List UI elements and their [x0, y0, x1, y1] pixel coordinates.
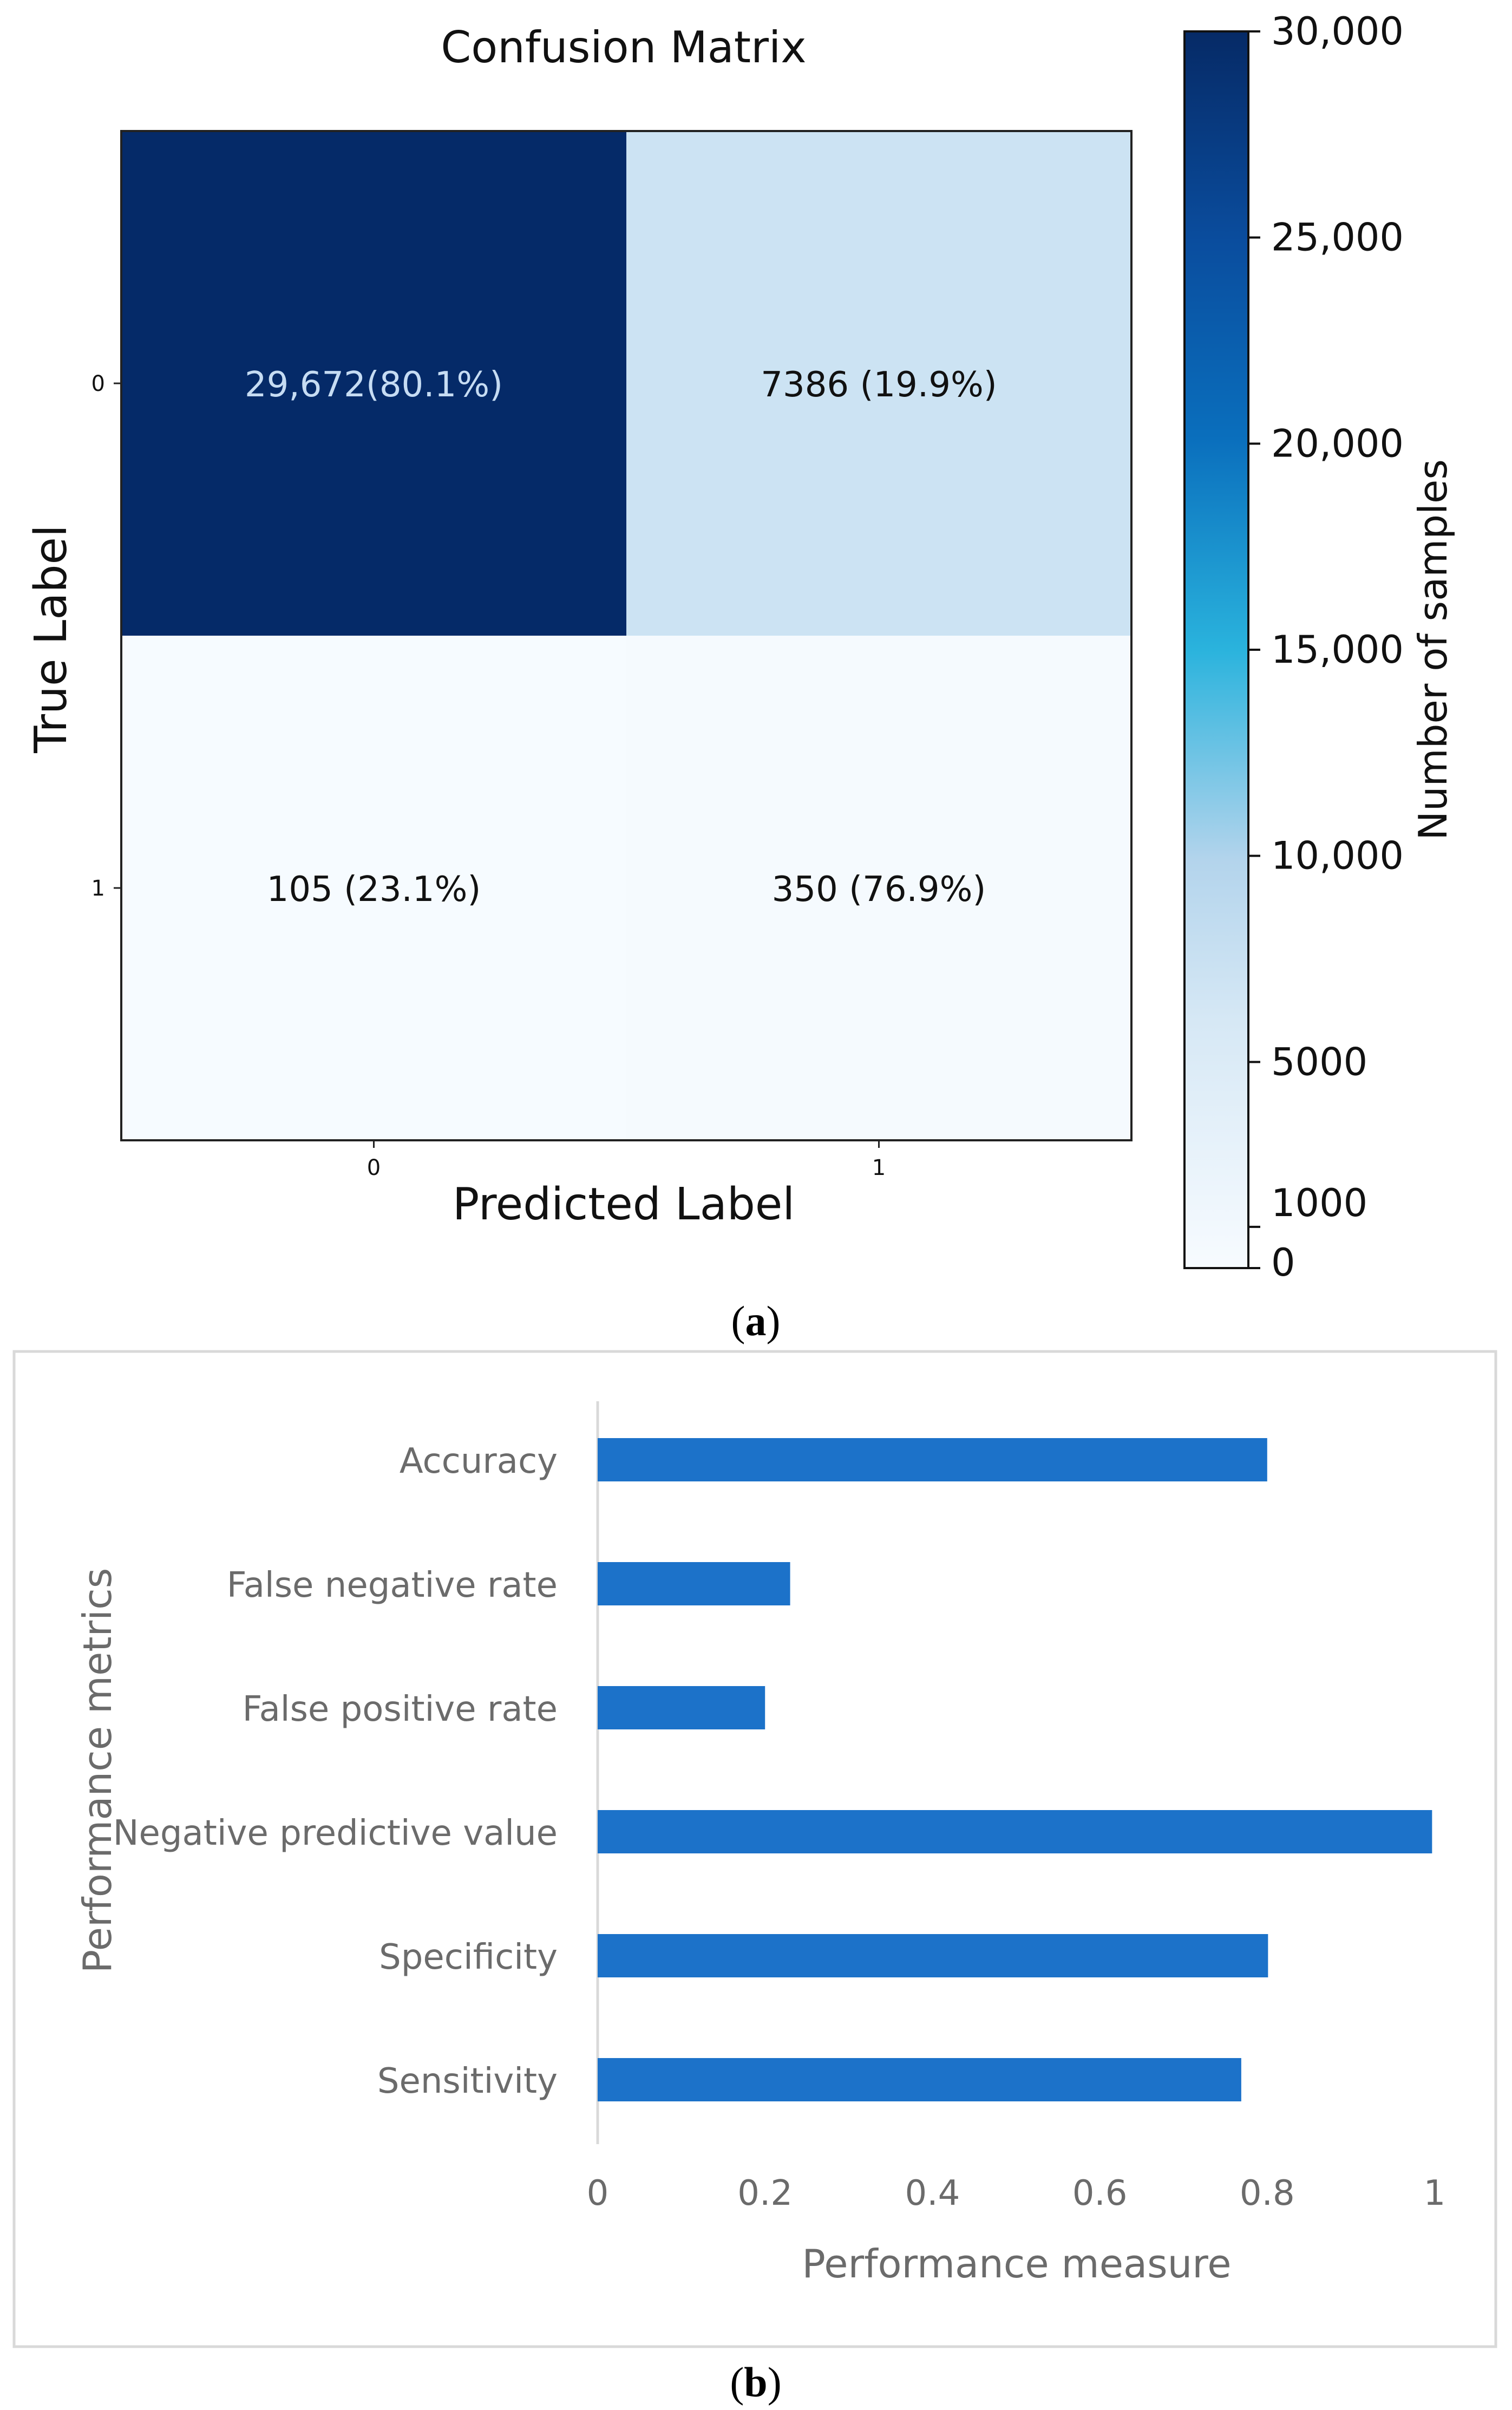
metric-bar [598, 1438, 1267, 1481]
matrix-cell-0-1 [626, 131, 1131, 636]
colorbar-tick-label: 25,000 [1271, 215, 1404, 260]
colorbar-tick-label: 1000 [1271, 1181, 1367, 1225]
metric-bar [598, 1562, 790, 1605]
colorbar-tick-label: 15,000 [1271, 628, 1404, 672]
performance-x-tick: 0.2 [737, 2173, 793, 2213]
colorbar [1183, 30, 1249, 1269]
confusion-matrix-frame [120, 130, 1133, 1141]
metric-bar [598, 1934, 1268, 1977]
metric-label: Negative predictive value [113, 1813, 558, 1853]
performance-x-tick: 0 [587, 2173, 609, 2213]
metric-bar [598, 2058, 1241, 2101]
matrix-cell-0-0 [121, 131, 626, 636]
caption-b-letter: b [744, 2359, 767, 2406]
performance-x-ticks: 0 0.2 0.4 0.6 0.8 1 [587, 2173, 1446, 2213]
matrix-cell-label: 7386 (19.9%) [761, 365, 997, 405]
performance-panel: Accuracy False negative rate False positiv… [12, 1350, 1497, 2406]
metric-label: False positive rate [243, 1689, 558, 1729]
colorbar-tick-label: 0 [1271, 1240, 1295, 1285]
metric-label: Sensitivity [377, 2061, 558, 2101]
true-label-axis-title: True Label [25, 525, 77, 753]
performance-x-tick: 1 [1424, 2173, 1446, 2213]
confusion-matrix-panel: Confusion Matrix 29,672(80.1%) 7386 (19.9… [25, 9, 1456, 1344]
matrix-cell-1-1 [626, 636, 1131, 1140]
predicted-label-axis-title: Predicted Label [453, 1179, 795, 1230]
matrix-cell-label: 105 (23.1%) [267, 870, 481, 910]
performance-x-tick: 0.8 [1240, 2173, 1295, 2213]
metric-label: False negative rate [227, 1565, 558, 1605]
performance-measure-axis-title: Performance measure [802, 2241, 1231, 2287]
metric-label: Accuracy [400, 1441, 558, 1481]
metric-bar [598, 1810, 1432, 1853]
true-label-tick: 1 [91, 876, 105, 901]
caption-b: (b) [730, 2359, 781, 2406]
predicted-label-tick: 0 [367, 1155, 381, 1180]
caption-a-letter: a [745, 1297, 767, 1344]
metric-label: Specificity [379, 1937, 558, 1977]
confusion-matrix-cells: 29,672(80.1%) 7386 (19.9%) 105 (23.1%) 350 … [121, 131, 1131, 1140]
colorbar-tick-label: 5000 [1271, 1040, 1367, 1084]
matrix-cell-label: 350 (76.9%) [772, 870, 986, 910]
matrix-cell-1-0 [121, 636, 626, 1140]
true-label-ticks: 01 [91, 371, 121, 901]
colorbar-tick-label: 30,000 [1271, 9, 1404, 54]
caption-a: (a) [731, 1297, 781, 1344]
colorbar-label: Number of samples [1410, 459, 1456, 840]
metric-bar [598, 1686, 765, 1729]
performance-x-tick: 0.4 [905, 2173, 960, 2213]
true-label-tick: 0 [91, 371, 105, 396]
matrix-cell-label: 29,672(80.1%) [245, 365, 503, 405]
colorbar-tick-label: 20,000 [1271, 421, 1404, 466]
predicted-label-tick: 1 [872, 1155, 886, 1180]
performance-metrics-axis-title: Performance metrics [75, 1568, 120, 1974]
colorbar-tick-label: 10,000 [1271, 834, 1404, 878]
confusion-matrix-title: Confusion Matrix [441, 22, 806, 73]
performance-x-tick: 0.6 [1072, 2173, 1128, 2213]
bar-rows: Accuracy False negative rate False positiv… [113, 1438, 1432, 2101]
colorbar-ticks: 30,000 25,000 20,000 15,000 10,000 5000 1000 0 [1248, 9, 1404, 1285]
